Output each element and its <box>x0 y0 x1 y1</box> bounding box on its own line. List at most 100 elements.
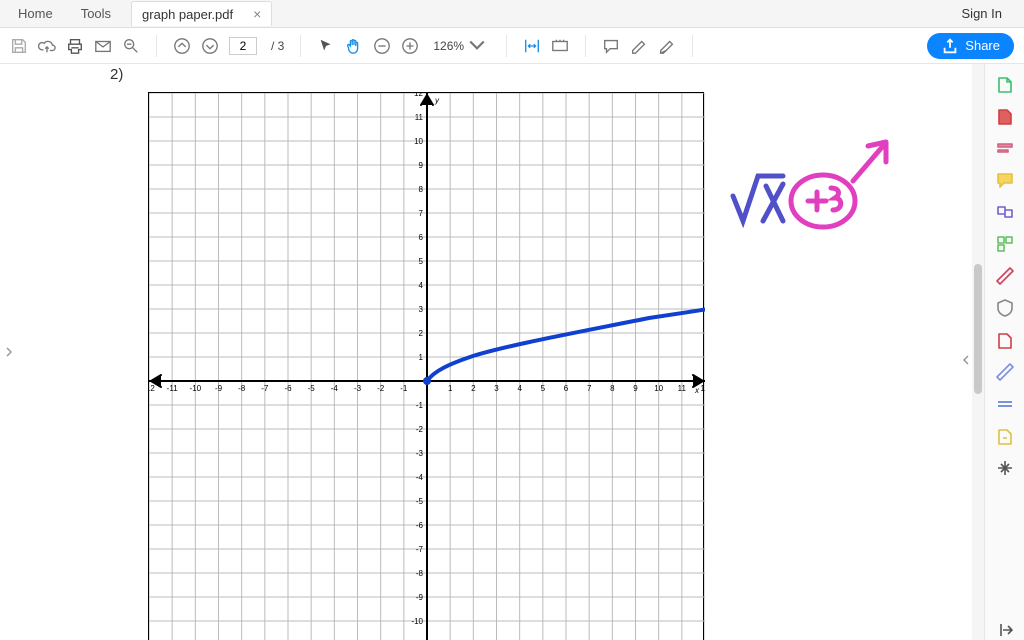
svg-text:3: 3 <box>419 305 424 314</box>
svg-text:x: x <box>694 386 700 395</box>
hand-tool-icon[interactable] <box>345 37 363 55</box>
svg-text:7: 7 <box>419 209 424 218</box>
svg-text:-5: -5 <box>308 384 316 393</box>
svg-text:6: 6 <box>419 233 424 242</box>
svg-text:-9: -9 <box>416 593 424 602</box>
page-up-icon[interactable] <box>173 37 191 55</box>
scrollbar-thumb[interactable] <box>974 264 982 394</box>
organize-icon[interactable] <box>995 234 1015 254</box>
doc-title: graph paper.pdf <box>142 7 233 22</box>
svg-text:-5: -5 <box>416 497 424 506</box>
question-label: 2) <box>110 66 123 83</box>
svg-text:11: 11 <box>678 384 687 393</box>
svg-text:1: 1 <box>448 384 453 393</box>
page-total: / 3 <box>267 39 284 53</box>
more-tools-icon[interactable] <box>995 458 1015 478</box>
protect-icon[interactable] <box>995 298 1015 318</box>
handwritten-annotation <box>728 126 928 246</box>
sign-icon[interactable] <box>658 37 676 55</box>
graph-grid-svg: -12-11-10-9-8-7-6-5-4-3-2-11234567891011… <box>149 93 705 640</box>
close-tab-icon[interactable]: × <box>253 6 261 22</box>
app-tab-bar: Home Tools graph paper.pdf × ? Sign In <box>0 0 1024 28</box>
svg-text:8: 8 <box>419 185 424 194</box>
svg-text:10: 10 <box>414 137 423 146</box>
tab-home[interactable]: Home <box>4 0 67 27</box>
svg-text:1: 1 <box>419 353 424 362</box>
svg-text:5: 5 <box>541 384 546 393</box>
export-pdf-icon[interactable] <box>995 74 1015 94</box>
tab-tools[interactable]: Tools <box>67 0 125 27</box>
svg-text:-12: -12 <box>149 384 155 393</box>
document-viewport[interactable]: 2) -12-11-10-9-8-7-6-5-4-3-2-11234567891… <box>18 64 984 640</box>
svg-text:-6: -6 <box>416 521 424 530</box>
svg-text:9: 9 <box>419 161 424 170</box>
svg-text:5: 5 <box>419 257 424 266</box>
svg-text:-11: -11 <box>167 384 179 393</box>
svg-text:4: 4 <box>517 384 522 393</box>
add-note-icon[interactable] <box>602 37 620 55</box>
svg-text:-7: -7 <box>261 384 269 393</box>
tab-document[interactable]: graph paper.pdf × <box>131 1 272 26</box>
email-icon[interactable] <box>94 37 112 55</box>
svg-text:-3: -3 <box>354 384 362 393</box>
zoom-in-icon[interactable] <box>401 37 419 55</box>
read-mode-icon[interactable] <box>551 37 569 55</box>
page-number-input[interactable] <box>229 37 257 55</box>
svg-text:-10: -10 <box>190 384 202 393</box>
send-icon[interactable] <box>995 426 1015 446</box>
create-pdf-icon[interactable] <box>995 106 1015 126</box>
selection-tool-icon[interactable] <box>317 37 335 55</box>
svg-text:2: 2 <box>419 329 424 338</box>
svg-text:-6: -6 <box>284 384 292 393</box>
svg-text:7: 7 <box>587 384 592 393</box>
sign-in-link[interactable]: Sign In <box>962 6 1002 21</box>
collapse-icon[interactable] <box>995 620 1015 640</box>
svg-text:-3: -3 <box>416 449 424 458</box>
graph-paper: -12-11-10-9-8-7-6-5-4-3-2-11234567891011… <box>148 92 704 640</box>
redact-icon[interactable] <box>995 266 1015 286</box>
comment-icon[interactable] <box>995 170 1015 190</box>
svg-text:9: 9 <box>633 384 638 393</box>
svg-text:y: y <box>434 96 440 105</box>
svg-text:-2: -2 <box>416 425 424 434</box>
fit-width-icon[interactable] <box>523 37 541 55</box>
edit-pdf-icon[interactable] <box>995 138 1015 158</box>
print-icon[interactable] <box>66 37 84 55</box>
svg-text:-4: -4 <box>416 473 424 482</box>
svg-text:3: 3 <box>494 384 499 393</box>
svg-text:10: 10 <box>654 384 663 393</box>
svg-text:-8: -8 <box>238 384 246 393</box>
save-icon[interactable] <box>10 37 28 55</box>
svg-text:-1: -1 <box>400 384 408 393</box>
document-scrollbar[interactable] <box>972 64 984 640</box>
svg-text:12: 12 <box>414 93 423 98</box>
compress-icon[interactable] <box>995 330 1015 350</box>
fill-sign-icon[interactable] <box>995 362 1015 382</box>
svg-text:-9: -9 <box>215 384 223 393</box>
find-icon[interactable] <box>122 37 140 55</box>
svg-text:2: 2 <box>471 384 476 393</box>
svg-text:12: 12 <box>701 384 705 393</box>
svg-text:6: 6 <box>564 384 569 393</box>
left-panel-toggle[interactable] <box>0 64 18 640</box>
combine-icon[interactable] <box>995 202 1015 222</box>
page-down-icon[interactable] <box>201 37 219 55</box>
zoom-level[interactable]: 126% <box>429 37 490 55</box>
svg-text:8: 8 <box>610 384 615 393</box>
tools-rail <box>984 64 1024 640</box>
cloud-upload-icon[interactable] <box>38 37 56 55</box>
svg-text:-10: -10 <box>411 617 423 626</box>
svg-text:4: 4 <box>419 281 424 290</box>
highlight-icon[interactable] <box>630 37 648 55</box>
svg-text:11: 11 <box>415 113 424 122</box>
right-panel-toggle[interactable] <box>962 354 970 369</box>
share-button[interactable]: Share <box>927 33 1014 59</box>
svg-text:-7: -7 <box>416 545 424 554</box>
svg-text:-2: -2 <box>377 384 385 393</box>
toolbar: / 3 126% Share <box>0 28 1024 64</box>
convert-icon[interactable] <box>995 394 1015 414</box>
svg-text:-4: -4 <box>331 384 339 393</box>
svg-text:-8: -8 <box>416 569 424 578</box>
zoom-out-icon[interactable] <box>373 37 391 55</box>
svg-text:-1: -1 <box>416 401 424 410</box>
